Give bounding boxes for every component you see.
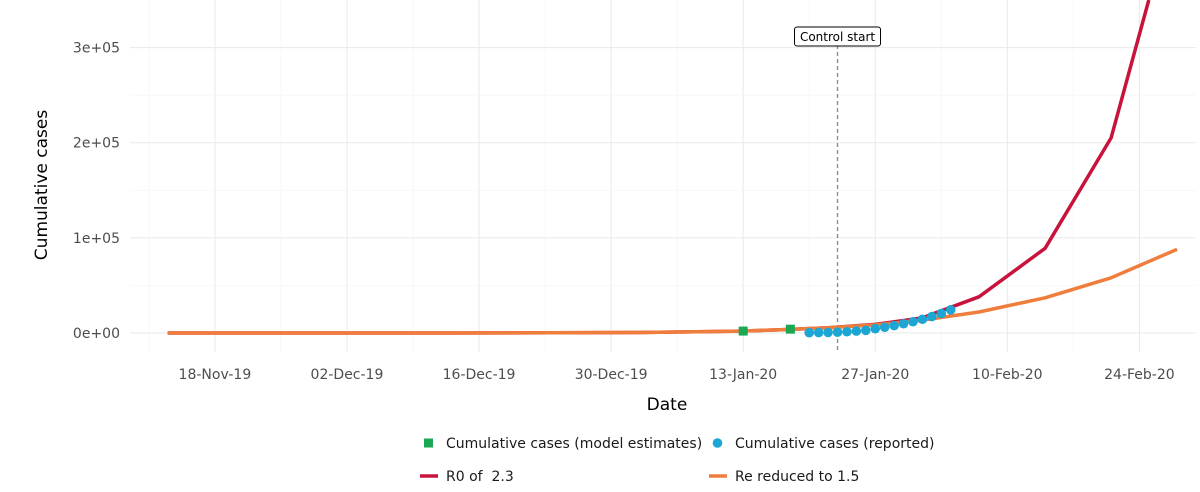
y-tick-labels: 0e+00 1e+05 2e+05 3e+05 xyxy=(73,41,120,342)
legend-key-square xyxy=(424,438,433,448)
reported-case-point xyxy=(936,308,947,319)
y-axis-title: Cumulative cases xyxy=(32,110,52,261)
legend-label: R0 of 2.3 xyxy=(446,469,514,485)
reported-case-point xyxy=(889,320,899,331)
legend-label: Re reduced to 1.5 xyxy=(735,469,859,485)
reported-case-point xyxy=(908,316,918,327)
x-tick-label: 16-Dec-19 xyxy=(443,367,516,383)
legend: Cumulative cases (model estimates) Cumula… xyxy=(420,436,934,485)
series-line xyxy=(167,0,1151,335)
reported-case-point xyxy=(804,327,815,338)
reported-case-point xyxy=(879,322,890,333)
series-layer xyxy=(167,0,1178,335)
reported-case-point xyxy=(927,311,937,322)
y-tick-label: 0e+00 xyxy=(73,326,120,342)
x-tick-label: 24-Feb-20 xyxy=(1104,367,1175,383)
series-line xyxy=(167,247,1178,335)
control-start-label: Control start xyxy=(800,30,875,44)
y-tick-label: 1e+05 xyxy=(73,231,120,247)
x-tick-label: 30-Dec-19 xyxy=(575,367,648,383)
x-tick-labels: 18-Nov-19 02-Dec-19 16-Dec-19 30-Dec-19 13-J… xyxy=(179,367,1175,383)
points-layer xyxy=(738,305,956,338)
reported-case-point xyxy=(861,325,871,336)
x-tick-label: 02-Dec-19 xyxy=(311,367,384,383)
reported-case-point xyxy=(870,323,881,334)
reported-case-point xyxy=(851,326,862,336)
x-tick-label: 27-Jan-20 xyxy=(841,367,909,383)
reported-case-point xyxy=(842,326,852,337)
legend-key-circle xyxy=(712,438,723,448)
reported-case-point xyxy=(898,318,909,329)
x-tick-label: 13-Jan-20 xyxy=(709,367,777,383)
x-tick-label: 10-Feb-20 xyxy=(972,367,1043,383)
legend-label: Cumulative cases (reported) xyxy=(735,436,934,452)
reported-case-point xyxy=(823,327,833,338)
legend-label: Cumulative cases (model estimates) xyxy=(446,436,702,452)
reported-case-point xyxy=(945,305,956,315)
reported-case-point xyxy=(813,327,824,338)
model-estimate-point xyxy=(738,326,748,336)
model-estimate-point xyxy=(785,324,795,334)
reported-case-point xyxy=(832,327,843,337)
control-start-label-box xyxy=(794,26,882,47)
reported-case-point xyxy=(917,314,928,325)
y-tick-label: 3e+05 xyxy=(73,41,120,57)
y-tick-label: 2e+05 xyxy=(73,136,120,152)
x-tick-label: 18-Nov-19 xyxy=(179,367,252,383)
annotation-layer: Control start xyxy=(794,26,882,47)
x-axis-title: Date xyxy=(647,395,688,415)
